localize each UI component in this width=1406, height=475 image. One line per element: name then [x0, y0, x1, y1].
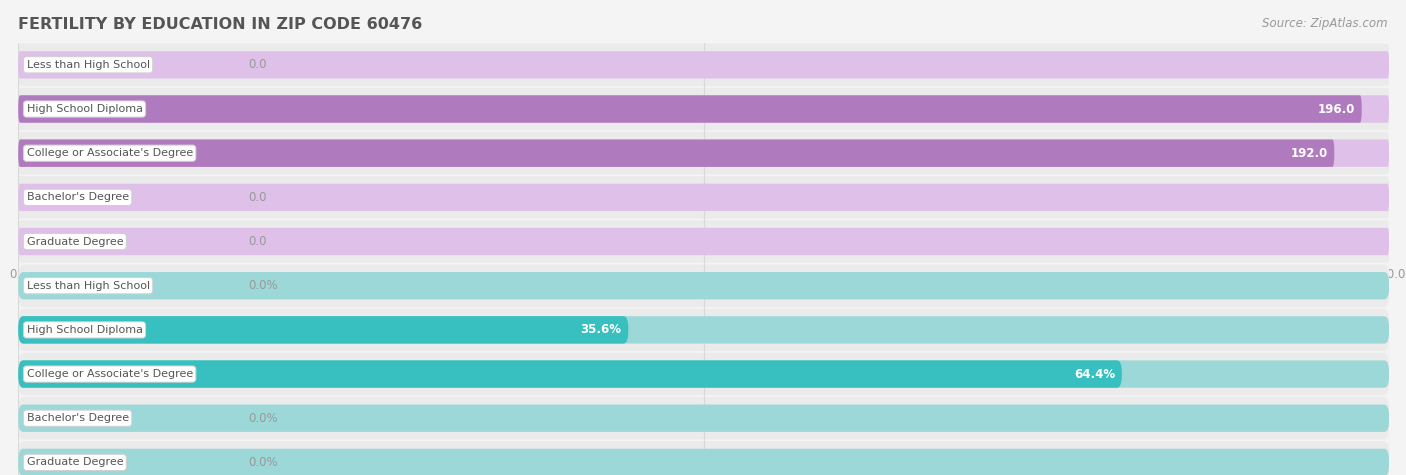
Text: 0.0: 0.0 — [249, 58, 267, 71]
FancyBboxPatch shape — [18, 309, 1389, 351]
FancyBboxPatch shape — [18, 220, 1389, 263]
Text: 64.4%: 64.4% — [1074, 368, 1115, 380]
FancyBboxPatch shape — [18, 228, 1389, 255]
FancyBboxPatch shape — [18, 88, 1389, 130]
Text: Less than High School: Less than High School — [27, 60, 149, 70]
Text: College or Associate's Degree: College or Associate's Degree — [27, 148, 193, 158]
FancyBboxPatch shape — [18, 449, 1389, 475]
Text: 192.0: 192.0 — [1291, 147, 1327, 160]
FancyBboxPatch shape — [18, 265, 1389, 307]
Text: College or Associate's Degree: College or Associate's Degree — [27, 369, 193, 379]
FancyBboxPatch shape — [18, 316, 1389, 343]
FancyBboxPatch shape — [18, 176, 1389, 218]
Text: 0.0: 0.0 — [249, 235, 267, 248]
Text: High School Diploma: High School Diploma — [27, 325, 142, 335]
Text: Less than High School: Less than High School — [27, 281, 149, 291]
Text: 0.0: 0.0 — [249, 191, 267, 204]
Text: 0.0%: 0.0% — [249, 456, 278, 469]
FancyBboxPatch shape — [18, 441, 1389, 475]
FancyBboxPatch shape — [18, 361, 1389, 388]
Text: Graduate Degree: Graduate Degree — [27, 237, 124, 247]
Text: 0.0%: 0.0% — [249, 412, 278, 425]
Text: 196.0: 196.0 — [1317, 103, 1355, 115]
FancyBboxPatch shape — [18, 44, 1389, 86]
FancyBboxPatch shape — [18, 397, 1389, 439]
Text: FERTILITY BY EDUCATION IN ZIP CODE 60476: FERTILITY BY EDUCATION IN ZIP CODE 60476 — [18, 17, 423, 32]
Text: 0.0%: 0.0% — [249, 279, 278, 292]
FancyBboxPatch shape — [18, 316, 628, 343]
Text: High School Diploma: High School Diploma — [27, 104, 142, 114]
Text: Bachelor's Degree: Bachelor's Degree — [27, 192, 128, 202]
FancyBboxPatch shape — [18, 184, 1389, 211]
Text: Graduate Degree: Graduate Degree — [27, 457, 124, 467]
FancyBboxPatch shape — [18, 95, 1361, 123]
FancyBboxPatch shape — [18, 405, 1389, 432]
FancyBboxPatch shape — [18, 361, 1122, 388]
FancyBboxPatch shape — [18, 95, 1389, 123]
Text: Bachelor's Degree: Bachelor's Degree — [27, 413, 128, 423]
FancyBboxPatch shape — [18, 132, 1389, 174]
Text: Source: ZipAtlas.com: Source: ZipAtlas.com — [1263, 17, 1388, 29]
Text: 35.6%: 35.6% — [581, 323, 621, 336]
FancyBboxPatch shape — [18, 140, 1389, 167]
FancyBboxPatch shape — [18, 140, 1334, 167]
FancyBboxPatch shape — [18, 51, 1389, 78]
FancyBboxPatch shape — [18, 353, 1389, 395]
FancyBboxPatch shape — [18, 272, 1389, 299]
